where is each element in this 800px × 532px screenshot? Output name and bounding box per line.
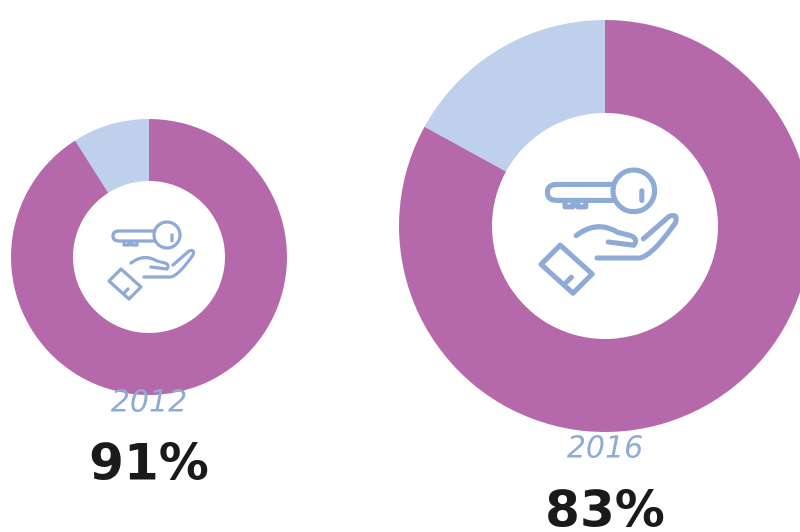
donut-group	[10, 119, 287, 396]
donut-slice	[424, 20, 605, 172]
donut-group	[399, 20, 800, 432]
key-hand-icon	[541, 170, 676, 293]
percent-label: 83%	[545, 481, 665, 532]
donut-slice	[10, 119, 287, 396]
percent-label: 91%	[89, 434, 209, 492]
key-hand-icon	[107, 220, 196, 301]
year-label: 2016	[567, 431, 643, 466]
donut-slice	[75, 119, 149, 193]
year-label: 2012	[111, 385, 187, 420]
donut-slice	[399, 20, 800, 432]
